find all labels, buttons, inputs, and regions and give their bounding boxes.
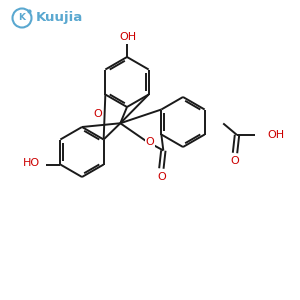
Text: O: O: [146, 137, 154, 147]
Text: O: O: [231, 156, 239, 166]
Text: OH: OH: [267, 130, 284, 140]
Text: O: O: [157, 172, 166, 182]
Text: O: O: [93, 109, 102, 119]
Text: OH: OH: [119, 32, 136, 42]
Text: HO: HO: [23, 158, 40, 169]
Text: Kuujia: Kuujia: [36, 11, 83, 25]
Text: K: K: [19, 14, 26, 22]
